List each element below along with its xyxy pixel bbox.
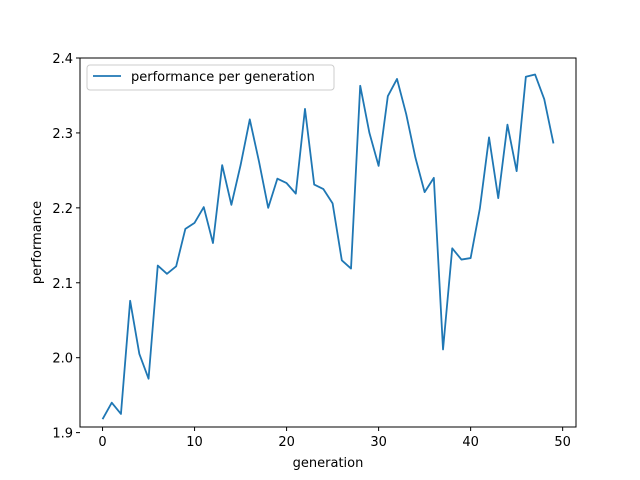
x-axis: 0 10 20 30 40 50 bbox=[98, 427, 571, 450]
x-tick-label: 50 bbox=[554, 435, 571, 450]
x-tick-label: 30 bbox=[370, 435, 387, 450]
x-tick-label: 20 bbox=[278, 435, 295, 450]
legend: performance per generation bbox=[86, 64, 335, 91]
series-line bbox=[101, 73, 555, 420]
y-tick-label: 1.9 bbox=[52, 427, 73, 442]
x-tick-label: 0 bbox=[98, 435, 106, 450]
x-tick-label: 40 bbox=[462, 435, 479, 450]
y-tick-label: 2.2 bbox=[52, 202, 73, 217]
y-tick-label: 2.1 bbox=[52, 277, 73, 292]
y-tick-label: 2.4 bbox=[52, 52, 73, 67]
y-tick-label: 2.3 bbox=[52, 127, 73, 142]
legend-box bbox=[86, 64, 335, 91]
legend-entry: performance per generation bbox=[131, 70, 315, 85]
axes-frame bbox=[79, 57, 577, 428]
y-axis: 1.9 2.0 2.1 2.2 2.3 2.4 bbox=[52, 52, 80, 442]
y-axis-label: performance bbox=[30, 201, 45, 284]
y-tick-label: 2.0 bbox=[52, 352, 73, 367]
x-axis-label: generation bbox=[293, 456, 364, 471]
x-tick-label: 10 bbox=[186, 435, 203, 450]
plot-area bbox=[101, 73, 555, 420]
